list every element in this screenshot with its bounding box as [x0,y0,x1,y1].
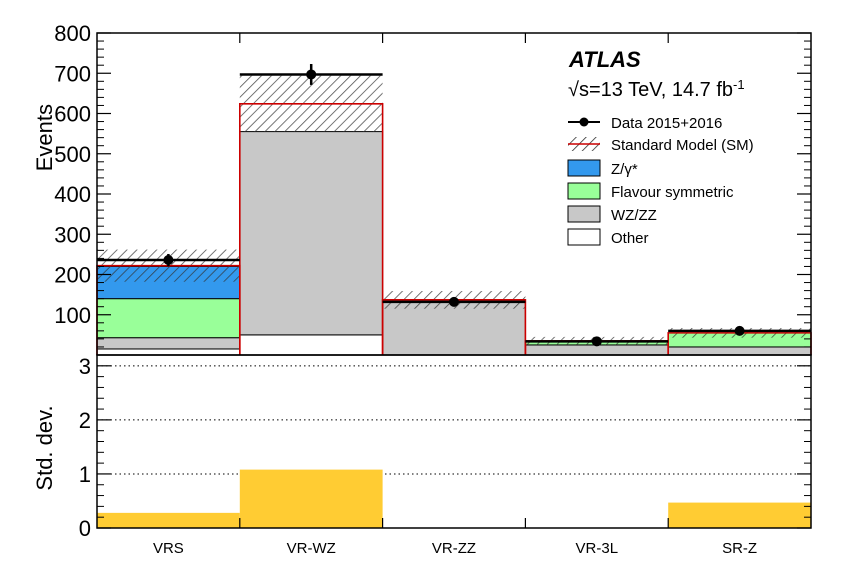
ratio-frame [96,354,812,529]
bar-wz-zz-vr-wz [239,131,384,336]
energy-lumi-label: √s=13 TeV, 14.7 fb-1 [568,77,745,102]
bar-flavour-symmetric-vrs [96,298,241,339]
ratio-y-axis-label: Std. dev. [32,405,57,490]
legend-entry-wzzz: WZ/ZZ [567,205,657,224]
legend-wzzz-swatch [567,205,601,223]
bar-wz-zz-sr-z [667,346,812,356]
legend: ATLAS √s=13 TeV, 14.7 fb-1 Data 2015+201… [567,47,754,247]
legend-entry-sm: Standard Model (SM) [568,137,754,154]
ratio-bar-vrs [97,512,240,528]
main-tick-label: 500 [54,142,91,167]
bar-wz-zz-vrs [96,337,241,350]
legend-zgamma-swatch [567,159,601,177]
main-tick-label: 200 [54,263,91,288]
data-point-vrs [163,255,174,266]
data-layer [97,63,811,347]
bar-wz-zz-vr-3l [524,344,669,356]
ratio-grid [97,365,811,475]
legend-flavour-swatch [567,182,601,200]
legend-label-zgamma: Z/γ* [611,161,638,178]
x-axis-labels: VRS VR-WZ VR-ZZ VR-3L SR-Z [153,33,757,557]
main-tick-label: 300 [54,222,91,247]
main-tick-label: 100 [54,303,91,328]
main-tick-label: 400 [54,182,91,207]
legend-entry-data: Data 2015+2016 [568,115,722,132]
ratio-tick-label: 3 [79,354,91,379]
main-panel: 100 200 300 400 500 600 700 800 Events ATLAS √s… [32,21,812,356]
data-point-vr-wz [306,69,317,80]
legend-label-other: Other [611,230,649,247]
ratio-bar-vr-wz [239,469,383,528]
main-tick-label: 700 [54,61,91,86]
sm-total-line-vr-wz [239,103,384,355]
x-tick-label-vr-wz: VR-WZ [287,540,336,557]
legend-label-wzzz: WZ/ZZ [611,207,657,224]
ratio-tick-label: 1 [79,462,91,487]
bar-other-vr-wz [239,334,384,356]
legend-data-marker-dot [579,117,589,127]
bar-other-vrs [96,348,241,356]
legend-label-sm: Standard Model (SM) [611,137,754,154]
ratio-bars [97,469,811,528]
ratio-panel: 0 1 2 3 Std. dev. VRS VR-WZ VR-ZZ VR-3L SR-Z [32,33,812,557]
legend-entry-other: Other [567,228,649,247]
atlas-label: ATLAS [568,47,641,72]
main-tick-label: 800 [54,21,91,46]
bar-wz-zz-vr-zz [382,299,526,356]
legend-label-data: Data 2015+2016 [611,115,722,132]
ratio-y-axis: 0 1 2 3 [79,354,811,541]
legend-label-flavour: Flavour symmetric [611,184,734,201]
ratio-bar-sr-z [668,502,811,528]
legend-entry-zgamma: Z/γ* [567,159,638,178]
data-point-vr-3l [591,336,602,347]
legend-entry-flavour-symmetric: Flavour symmetric [567,182,734,201]
main-y-axis-label: Events [32,104,57,171]
main-tick-label: 600 [54,102,91,127]
legend-other-swatch [567,228,601,246]
main-y-axis: 100 200 300 400 500 600 700 800 [54,21,811,348]
main-stack-layer [96,131,812,356]
x-tick-label-vr-zz: VR-ZZ [432,540,476,557]
x-tick-label-sr-z: SR-Z [722,540,757,557]
x-tick-label-vrs: VRS [153,540,184,557]
data-point-sr-z [734,325,745,336]
data-point-vr-zz [449,296,459,307]
ratio-tick-label: 2 [79,408,91,433]
ratio-tick-label: 0 [79,516,91,541]
x-tick-label-vr-3l: VR-3L [576,540,619,557]
